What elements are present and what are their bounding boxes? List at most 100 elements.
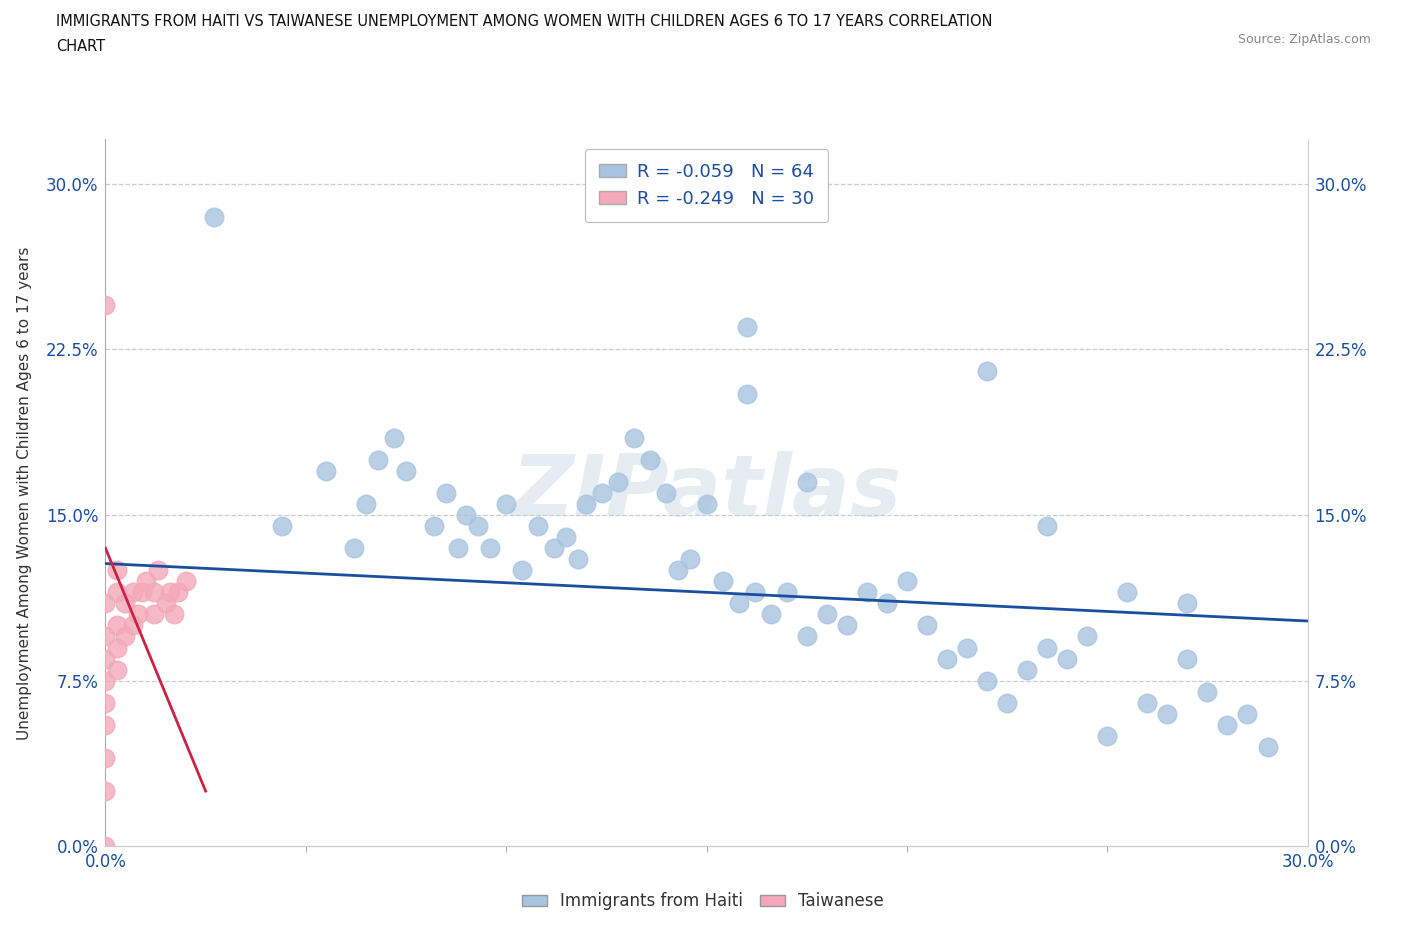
Point xyxy=(527,519,550,534)
Point xyxy=(976,364,998,379)
Point xyxy=(107,662,129,677)
Point xyxy=(1236,707,1258,722)
Point xyxy=(382,431,405,445)
Point xyxy=(735,386,758,401)
Point xyxy=(796,474,818,489)
Point xyxy=(454,508,477,523)
Point xyxy=(467,519,489,534)
Point xyxy=(543,540,565,555)
Point xyxy=(1136,696,1159,711)
Point xyxy=(354,497,377,512)
Point xyxy=(640,452,662,467)
Point xyxy=(915,618,938,633)
Point xyxy=(159,585,181,600)
Point xyxy=(142,607,165,622)
Point xyxy=(114,629,136,644)
Legend: R = -0.059   N = 64, R = -0.249   N = 30: R = -0.059 N = 64, R = -0.249 N = 30 xyxy=(585,149,828,222)
Point xyxy=(1156,707,1178,722)
Point xyxy=(1116,585,1139,600)
Point xyxy=(936,651,959,666)
Point xyxy=(155,596,177,611)
Point xyxy=(131,585,153,600)
Point xyxy=(135,574,157,589)
Point xyxy=(94,629,117,644)
Point xyxy=(1097,728,1119,743)
Point xyxy=(1177,596,1199,611)
Point xyxy=(94,651,117,666)
Point xyxy=(1177,651,1199,666)
Point xyxy=(343,540,366,555)
Point xyxy=(1076,629,1098,644)
Point xyxy=(162,607,184,622)
Point xyxy=(835,618,858,633)
Point xyxy=(94,717,117,732)
Point xyxy=(107,563,129,578)
Point xyxy=(591,485,613,500)
Point xyxy=(94,751,117,765)
Point xyxy=(94,784,117,799)
Point xyxy=(202,209,225,224)
Point xyxy=(679,551,702,566)
Point xyxy=(759,607,782,622)
Point xyxy=(655,485,678,500)
Point xyxy=(567,551,589,566)
Point xyxy=(623,431,645,445)
Point xyxy=(796,629,818,644)
Text: CHART: CHART xyxy=(56,39,105,54)
Point xyxy=(735,320,758,335)
Point xyxy=(815,607,838,622)
Point xyxy=(94,596,117,611)
Point xyxy=(174,574,197,589)
Point xyxy=(1056,651,1078,666)
Point xyxy=(1257,739,1279,754)
Point xyxy=(976,673,998,688)
Point xyxy=(876,596,898,611)
Point xyxy=(315,463,337,478)
Point xyxy=(727,596,749,611)
Point xyxy=(107,585,129,600)
Y-axis label: Unemployment Among Women with Children Ages 6 to 17 years: Unemployment Among Women with Children A… xyxy=(17,246,32,739)
Point xyxy=(1197,684,1219,699)
Point xyxy=(995,696,1018,711)
Point xyxy=(122,618,145,633)
Point xyxy=(107,618,129,633)
Point xyxy=(696,497,718,512)
Point xyxy=(395,463,418,478)
Point xyxy=(1017,662,1039,677)
Point xyxy=(855,585,877,600)
Point xyxy=(1036,519,1059,534)
Point xyxy=(142,585,165,600)
Text: ZIPatlas: ZIPatlas xyxy=(512,451,901,535)
Point xyxy=(668,563,690,578)
Point xyxy=(127,607,149,622)
Point xyxy=(555,530,578,545)
Point xyxy=(1216,717,1239,732)
Point xyxy=(166,585,188,600)
Point xyxy=(114,596,136,611)
Point xyxy=(94,839,117,854)
Point xyxy=(744,585,766,600)
Point xyxy=(94,298,117,312)
Point xyxy=(107,640,129,655)
Point xyxy=(711,574,734,589)
Point xyxy=(896,574,918,589)
Point xyxy=(956,640,979,655)
Point xyxy=(146,563,169,578)
Point xyxy=(510,563,533,578)
Point xyxy=(122,585,145,600)
Legend: Immigrants from Haiti, Taiwanese: Immigrants from Haiti, Taiwanese xyxy=(516,885,890,917)
Point xyxy=(776,585,799,600)
Point xyxy=(367,452,389,467)
Point xyxy=(434,485,457,500)
Text: Source: ZipAtlas.com: Source: ZipAtlas.com xyxy=(1237,33,1371,46)
Text: IMMIGRANTS FROM HAITI VS TAIWANESE UNEMPLOYMENT AMONG WOMEN WITH CHILDREN AGES 6: IMMIGRANTS FROM HAITI VS TAIWANESE UNEMP… xyxy=(56,14,993,29)
Point xyxy=(423,519,446,534)
Point xyxy=(270,519,292,534)
Point xyxy=(575,497,598,512)
Point xyxy=(479,540,502,555)
Point xyxy=(1036,640,1059,655)
Point xyxy=(495,497,517,512)
Point xyxy=(607,474,630,489)
Point xyxy=(447,540,470,555)
Point xyxy=(94,696,117,711)
